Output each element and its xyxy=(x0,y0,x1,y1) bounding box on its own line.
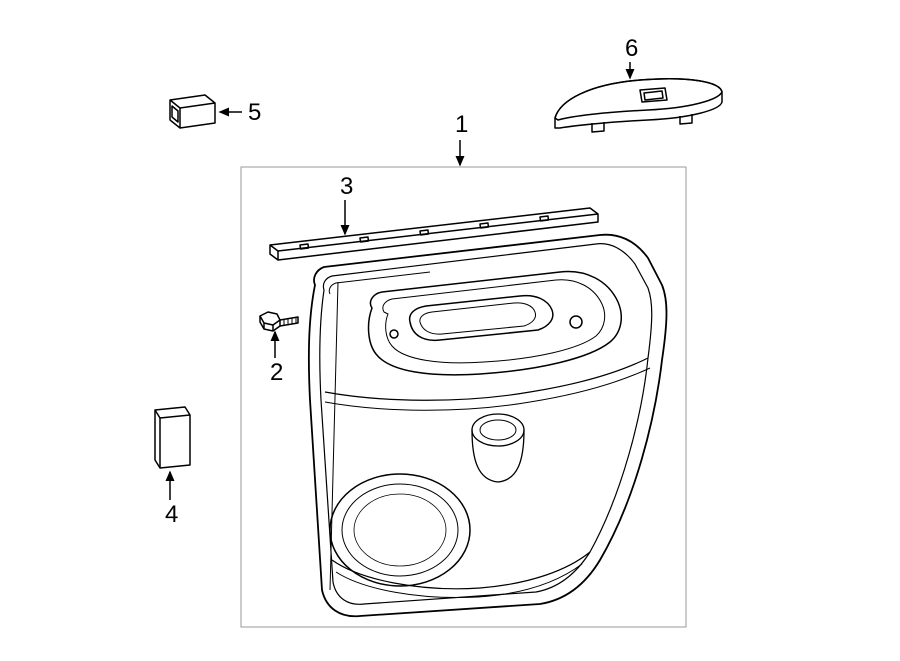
part-door-panel xyxy=(309,235,667,617)
part-switch-bezel xyxy=(555,79,722,132)
callouts: 1 2 3 4 5 6 xyxy=(165,35,638,528)
part-bracket xyxy=(170,95,215,128)
parts-diagram: 1 2 3 4 5 6 xyxy=(0,0,900,661)
callout-label-2: 2 xyxy=(270,359,283,386)
callout-label-4: 4 xyxy=(165,501,178,528)
part-belt-molding xyxy=(270,208,598,260)
callout-label-1: 1 xyxy=(455,111,468,138)
part-screw xyxy=(260,312,298,331)
part-lower-cover xyxy=(155,407,190,468)
callout-label-6: 6 xyxy=(625,35,638,62)
callout-label-5: 5 xyxy=(248,99,261,126)
callout-label-3: 3 xyxy=(340,173,353,200)
